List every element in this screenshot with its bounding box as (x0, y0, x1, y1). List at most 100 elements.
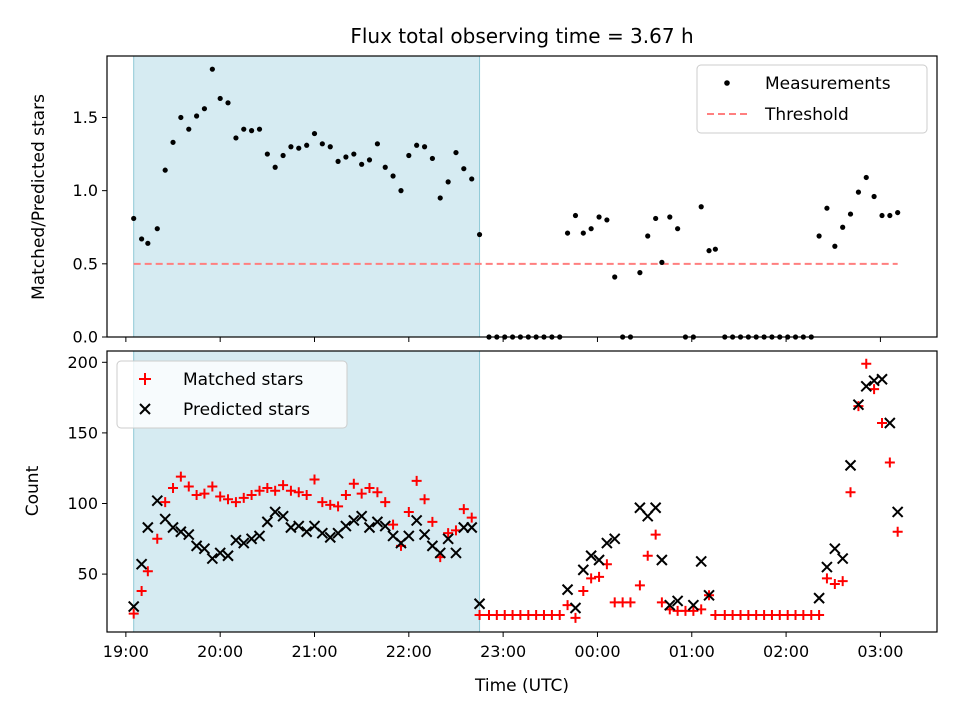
top-legend: Measurements Threshold (696, 64, 928, 134)
measurement-point (335, 158, 341, 164)
top-plot-frame (106, 55, 938, 338)
matched-star-point (254, 485, 265, 496)
matched-star-point (650, 529, 661, 540)
measurement-point (359, 161, 365, 167)
top-y-tick-label: 0.0 (73, 328, 98, 347)
x-tick-label: 23:00 (480, 642, 526, 661)
predicted-star-point (703, 589, 715, 601)
legend-matched-marker (139, 373, 151, 385)
matched-star-point (419, 494, 430, 505)
legend-predicted-marker (139, 403, 151, 415)
predicted-star-point (293, 520, 305, 532)
measurement-point (264, 151, 270, 157)
predicted-star-point (348, 514, 360, 527)
measurement-point (194, 113, 200, 119)
chart-title: Flux total observing time = 3.67 h (350, 24, 693, 48)
predicted-star-point (127, 600, 140, 613)
matched-star-point (309, 474, 320, 485)
measurement-point (296, 145, 302, 151)
matched-star-point (388, 519, 399, 530)
measurement-point (887, 212, 893, 219)
measurement-point (637, 270, 643, 276)
matched-star-point (458, 504, 469, 515)
measurement-point (225, 100, 231, 106)
matched-star-point (183, 481, 194, 492)
predicted-star-point (695, 555, 707, 568)
measurement-point (445, 179, 451, 185)
predicted-star-point (371, 516, 384, 528)
measurement-point (429, 155, 435, 162)
matched-star-point (845, 487, 856, 498)
matched-star-point (238, 492, 249, 503)
matched-star-point (325, 499, 336, 510)
measurement-point (217, 95, 223, 102)
predicted-star-point (142, 521, 154, 534)
bottom-plot-frame (106, 350, 938, 633)
matched-star-point (642, 550, 653, 561)
matched-star-point (168, 482, 179, 493)
matched-star-point (656, 597, 667, 608)
measurement-point (879, 212, 885, 219)
matched-star-point (688, 605, 699, 616)
top-y-axis-label: Matched/Predicted stars (29, 94, 49, 300)
matched-star-point (466, 512, 477, 523)
matched-star-point (443, 528, 454, 539)
measurement-point (366, 157, 373, 163)
measurement-point (233, 135, 239, 141)
predicted-star-point (442, 533, 454, 545)
measurement-point (162, 167, 168, 173)
predicted-star-point (656, 554, 668, 566)
measurement-point (327, 144, 333, 150)
measurement-point (186, 126, 192, 132)
matched-star-point (285, 485, 296, 496)
predicted-star-point (261, 516, 274, 528)
matched-star-point (348, 478, 359, 489)
matched-star-point (474, 610, 485, 621)
measurement-point (564, 230, 571, 236)
predicted-star-point (876, 373, 888, 385)
measurement-point (382, 164, 388, 170)
matched-star-point (246, 490, 257, 501)
matched-star-point (223, 494, 234, 505)
predicted-star-point (860, 380, 872, 393)
matched-star-point (861, 358, 872, 369)
predicted-star-point (852, 398, 865, 411)
measurement-point (572, 212, 579, 219)
matched-star-point (877, 418, 888, 429)
matched-star-point (570, 612, 581, 623)
measurement-point (398, 188, 404, 194)
matched-star-point (293, 487, 304, 498)
measurement-point (840, 224, 846, 230)
measurement-point (304, 142, 310, 148)
predicted-star-point (671, 595, 684, 607)
measurement-point (816, 233, 822, 239)
bottom-y-tick-label: 100 (67, 494, 98, 513)
matched-star-point (869, 384, 880, 395)
measurement-point (145, 240, 151, 246)
predicted-star-point (151, 494, 163, 507)
measurement-point (272, 164, 278, 170)
predicted-star-point (466, 521, 478, 534)
predicted-star-point (206, 552, 219, 565)
predicted-star-point (324, 531, 336, 544)
top-panel: Flux total observing time = 3.67 h 0.0 0.… (29, 24, 938, 347)
measurement-point (343, 154, 349, 160)
measurement-point (209, 66, 215, 72)
measurement-point (659, 259, 665, 265)
matched-star-point (364, 482, 375, 493)
measurement-point (612, 274, 618, 280)
matched-star-point (814, 610, 825, 621)
matched-star-point (578, 586, 589, 597)
bottom-panel: 50 100 150 200 19:00 20:00 21:00 22:00 23:00 00:… (23, 350, 938, 696)
legend-measurements-label: Measurements (765, 74, 891, 94)
legend-measurements-marker (724, 80, 730, 86)
predicted-star-point (884, 417, 896, 429)
matched-star-point (142, 566, 153, 577)
matched-star-point (710, 610, 721, 621)
matched-star-point (586, 573, 597, 584)
measurement-point (469, 176, 475, 182)
legend-matched-label: Matched stars (183, 370, 303, 390)
top-y-tick-label: 1.0 (73, 181, 98, 200)
predicted-star-point (269, 506, 281, 518)
